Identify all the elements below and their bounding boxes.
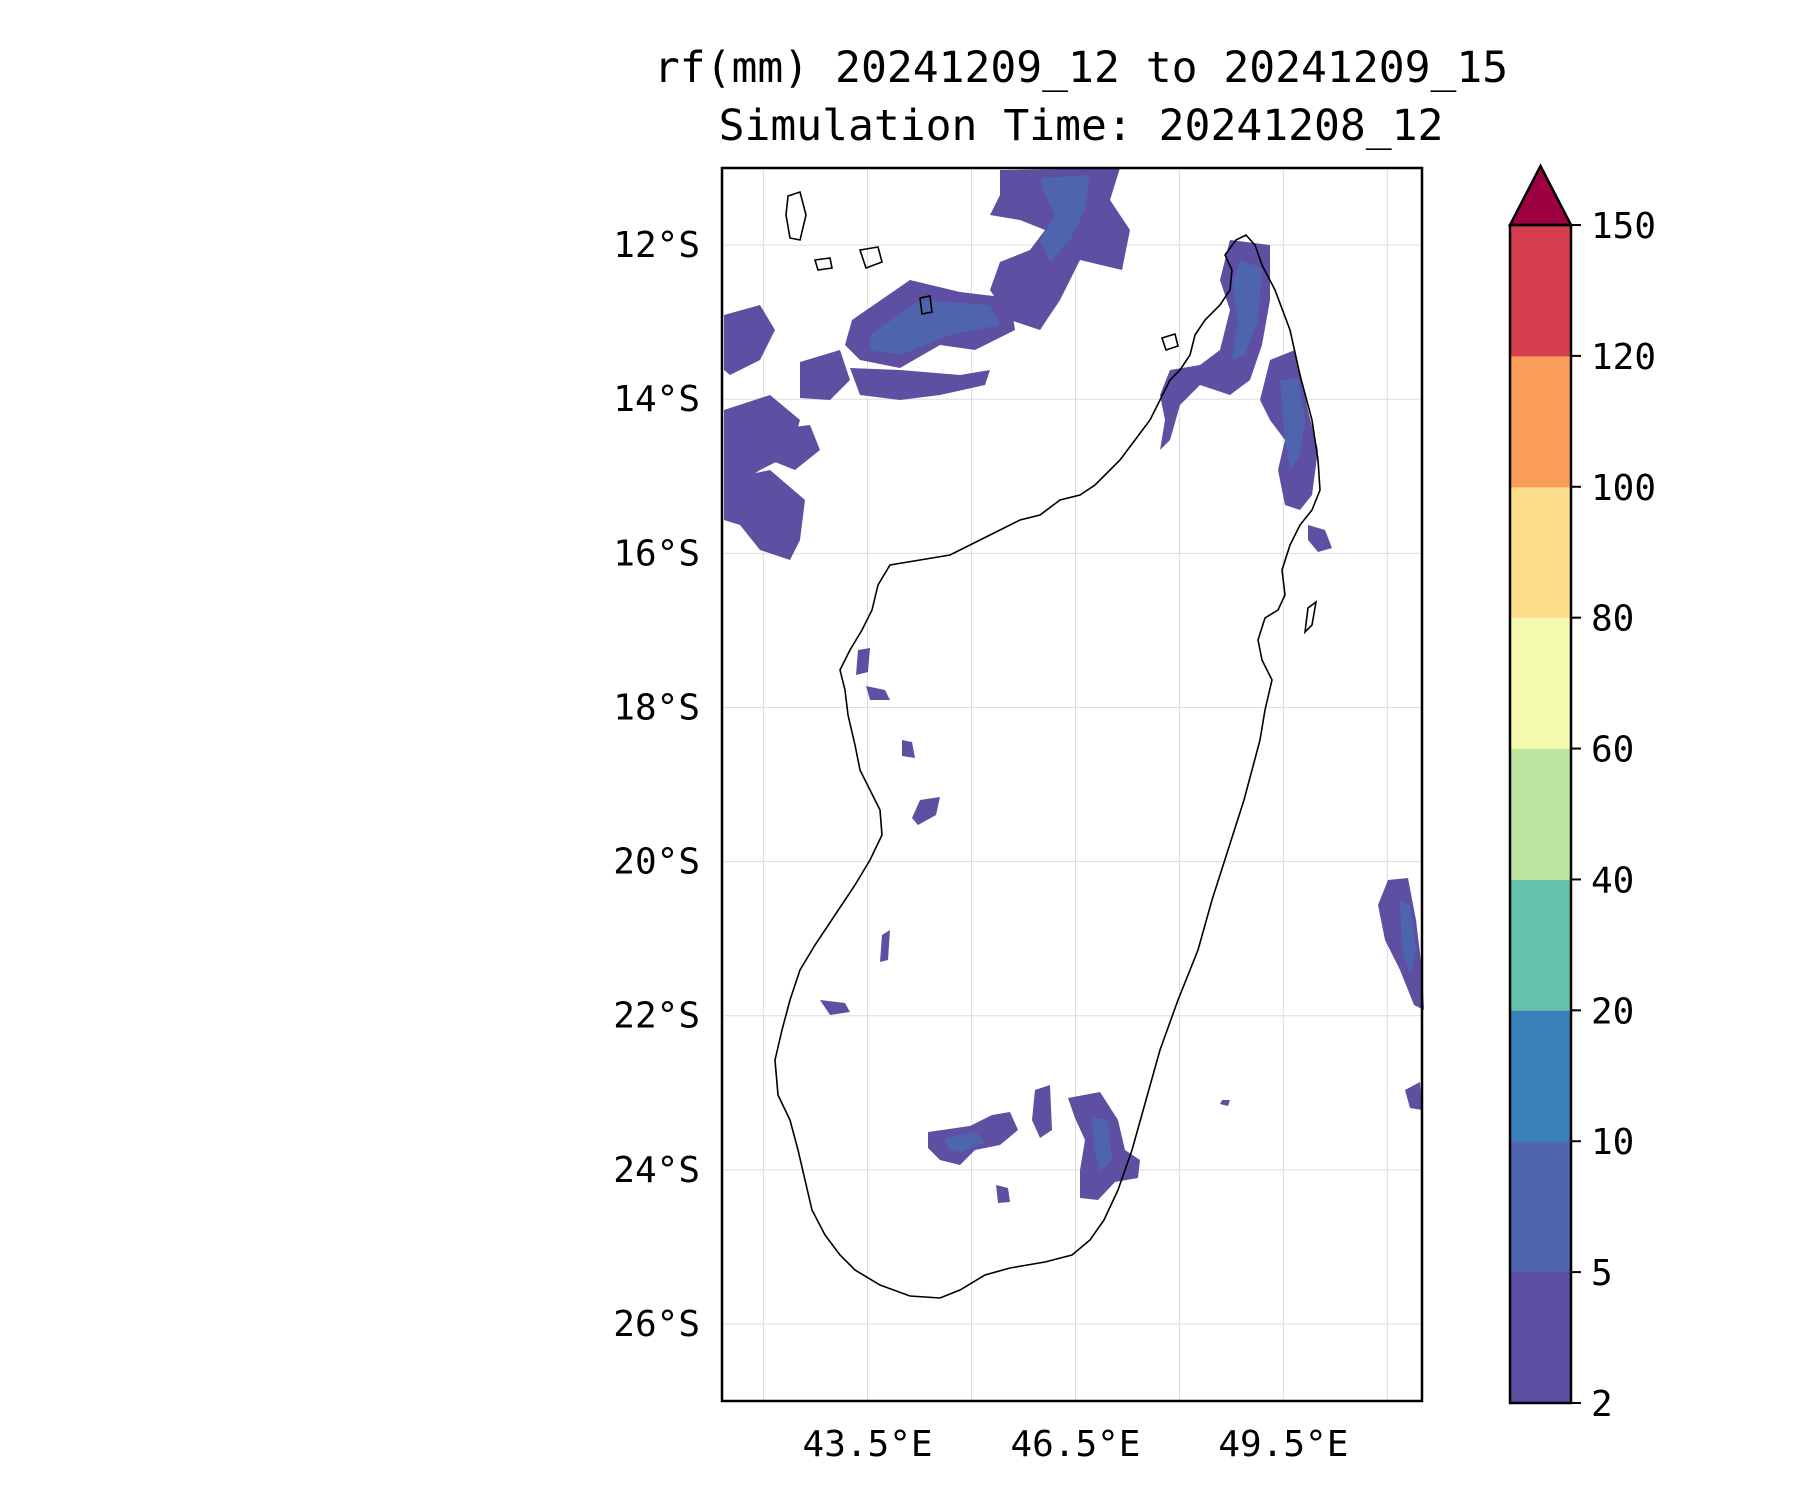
colorbar-swatch [1510, 748, 1571, 880]
rain-area-w-4 [912, 797, 940, 825]
rain-area-north-top-core [1040, 175, 1090, 262]
colorbar-tick-label: 80 [1591, 599, 1634, 640]
rain-area-east-3 [1220, 1100, 1230, 1106]
colorbar-swatch [1510, 617, 1571, 750]
map-background [722, 168, 1422, 1401]
colorbar-swatch [1510, 1141, 1571, 1273]
rainfall-field [724, 168, 1424, 1203]
lat-tick-label: 12°S [613, 225, 700, 266]
lat-tick-label: 18°S [613, 687, 700, 728]
colorbar-swatch [1510, 1010, 1571, 1142]
comoros-anjouan [858, 246, 883, 270]
rain-area-w-1 [856, 648, 870, 675]
rain-area-east-1 [1378, 878, 1424, 1010]
colorbar-swatches [1510, 225, 1571, 1404]
rain-area-w-6 [820, 1000, 850, 1015]
rain-area-south-3-core [1092, 1118, 1112, 1172]
map-subtitle: Simulation Time: 20241208_12 [719, 101, 1444, 151]
madagascar-coastline [774, 234, 1321, 1299]
rain-area-south-1-core [945, 1132, 985, 1152]
rain-area-band-west-core [870, 300, 1000, 355]
lon-tick-label: 46.5°E [1010, 1424, 1140, 1465]
rain-area-w-5 [880, 930, 890, 962]
colorbar-tick-label: 100 [1591, 468, 1656, 509]
colorbar-extend-arrow [1507, 163, 1574, 227]
colorbar-tick-labels: 2 5 10 20 40 60 80 100 120 150 [1571, 206, 1656, 1425]
colorbar-tick-label: 40 [1591, 860, 1634, 901]
rain-area-ne-3 [1308, 525, 1332, 552]
colorbar-tick-label: 150 [1591, 206, 1656, 247]
rain-area-south-2 [1032, 1085, 1052, 1138]
colorbar-tick-label: 120 [1591, 337, 1656, 378]
colorbar-swatch [1510, 486, 1571, 619]
rain-area-west-edge-3 [724, 470, 805, 560]
comoros-moheli [813, 257, 833, 271]
lat-tick-label: 14°S [613, 379, 700, 420]
ile-sainte-marie [1303, 600, 1318, 635]
rain-area-ne-2-core [1280, 378, 1305, 470]
map-title: rf(mm) 20241209_12 to 20241209_15 [654, 43, 1508, 93]
rain-area-ne-1-core [1232, 260, 1262, 360]
longitude-tick-labels: 43.5°E 46.5°E 49.5°E [803, 1424, 1349, 1465]
lat-tick-label: 16°S [613, 533, 700, 574]
lat-tick-label: 20°S [613, 842, 700, 883]
rain-area-south-4 [996, 1185, 1010, 1203]
lat-tick-label: 24°S [613, 1150, 700, 1191]
map-frame [720, 166, 1424, 1403]
rain-area-west-edge-1 [724, 305, 775, 375]
rain-area-w-3 [902, 740, 915, 758]
colorbar: 2 5 10 20 40 60 80 100 120 150 [1507, 163, 1656, 1425]
rain-area-sw-ch-1 [800, 350, 850, 400]
colorbar-swatch [1510, 1272, 1571, 1404]
colorbar-tick-label: 10 [1591, 1122, 1634, 1163]
map-panel: 12°S14°S16°S18°S20°S22°S24°S26°S 43.5°E 4… [613, 166, 1424, 1465]
lon-tick-label: 49.5°E [1218, 1424, 1348, 1465]
rain-area-w-2 [866, 686, 890, 700]
lat-tick-label: 26°S [613, 1304, 700, 1345]
colorbar-tick-label: 5 [1591, 1253, 1613, 1294]
coastlines [774, 190, 1321, 1299]
rain-area-band-west2 [850, 368, 990, 400]
rain-area-sw-ch-2 [770, 425, 820, 470]
lon-tick-label: 43.5°E [803, 1424, 933, 1465]
colorbar-tick-label: 60 [1591, 730, 1634, 771]
colorbar-tick-label: 2 [1591, 1384, 1613, 1425]
latitude-tick-labels: 12°S 14°S 16°S 18°S 20°S 22°S 24°S 26°S [613, 225, 700, 1345]
rain-area-west-edge-2 [724, 395, 800, 490]
colorbar-swatch [1510, 879, 1571, 1011]
colorbar-swatch [1510, 355, 1571, 488]
comoros-grande-comore [785, 190, 807, 241]
lat-tick-label: 22°S [613, 996, 700, 1037]
nosy-be-island [1160, 332, 1179, 352]
rain-area-east-2 [1405, 1082, 1422, 1110]
mayotte-island [919, 295, 933, 315]
colorbar-swatch [1510, 225, 1571, 357]
colorbar-frame [1508, 223, 1573, 1405]
colorbar-tick-label: 20 [1591, 991, 1634, 1032]
rain-area-east-1-core [1400, 900, 1416, 975]
